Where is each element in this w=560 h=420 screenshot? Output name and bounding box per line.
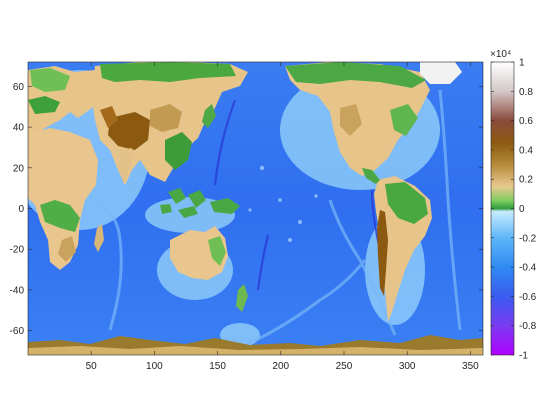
y-tick-label: 0	[18, 204, 24, 215]
map-plot-area	[28, 62, 483, 355]
y-tick-label: 60	[13, 82, 25, 93]
colorbar-gradient	[491, 62, 514, 355]
landmass-north-america	[285, 62, 430, 176]
landmass-japan	[202, 104, 216, 128]
colorbar-tick-label: -0.6	[519, 292, 537, 303]
antarctica-highlands	[28, 346, 483, 355]
colorbar-tick-label: 1	[519, 58, 525, 69]
landmass-central-america	[362, 168, 380, 184]
y-tick-label: 40	[13, 123, 25, 134]
x-tick-label: 100	[146, 361, 163, 372]
x-tick-label: 200	[272, 361, 289, 372]
map-x-axis: 50 100 150 200 250 300 350	[86, 62, 479, 372]
landmass-asia	[92, 62, 248, 185]
colorbar-tick-label: 0.6	[519, 116, 533, 127]
ocean-ridges	[99, 89, 462, 347]
colorbar-multiplier-label: ×10⁴	[490, 49, 511, 60]
x-tick-label: 50	[86, 361, 98, 372]
x-tick-label: 300	[399, 361, 416, 372]
colorbar-ticks: 1 0.8 0.6 0.4 0.2 0 -0.2 -0.4 -0.6 -0.8 -1	[491, 58, 537, 362]
colorbar-tick-label: 0	[519, 204, 525, 215]
landmass-new-zealand	[236, 284, 248, 312]
landmass-south-america	[374, 176, 432, 322]
y-tick-label: -60	[10, 326, 25, 337]
colorbar-tick-label: 0.2	[519, 175, 533, 186]
colorbar-tick-label: -1	[519, 351, 528, 362]
landmass-australia	[170, 226, 228, 280]
colorbar: ×10⁴ 1 0.8 0.6 0.4 0.2 0 -0.2 -0.4 -0.6 -0.8 -1	[490, 49, 537, 362]
colorbar-tick-label: -0.4	[519, 263, 537, 274]
x-tick-label: 150	[209, 361, 226, 372]
y-tick-label: -40	[10, 285, 25, 296]
landmass-africa-europe	[28, 66, 100, 270]
colorbar-tick-label: 0.4	[519, 145, 533, 156]
y-tick-label: -20	[10, 245, 25, 256]
landmass-greenland	[420, 62, 462, 84]
landmass-maritime-southeast-asia	[160, 188, 240, 218]
landmass-madagascar	[94, 224, 104, 252]
colorbar-tick-label: -0.8	[519, 321, 537, 332]
x-tick-label: 250	[336, 361, 353, 372]
colorbar-tick-label: -0.2	[519, 233, 537, 244]
y-tick-label: 20	[13, 163, 25, 174]
x-tick-label: 350	[462, 361, 479, 372]
map-y-axis: 60 40 20 0 -20 -40 -60	[10, 82, 483, 337]
pacific-seamounts	[248, 165, 318, 242]
colorbar-tick-label: 0.8	[519, 87, 533, 98]
